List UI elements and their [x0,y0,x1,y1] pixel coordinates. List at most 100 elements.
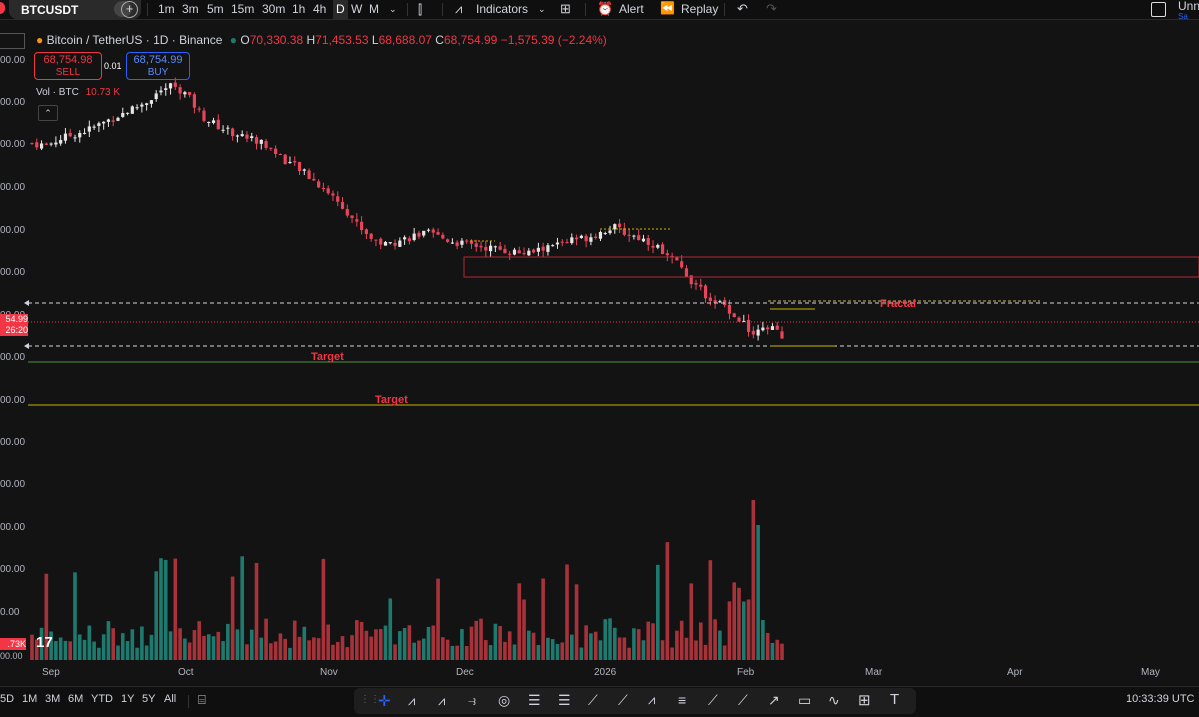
range-1y[interactable]: 1Y [121,693,135,705]
trendline-icon[interactable]: ⟋ [588,692,598,708]
indicators-chevron-icon[interactable]: ⌄ [538,4,546,14]
range-3m[interactable]: 3M [45,693,61,705]
volume-bar [378,628,383,660]
save-label[interactable]: Sa [1178,12,1188,21]
volume-bar [574,584,579,660]
layout-checkbox-icon[interactable] [1151,2,1166,17]
interval-3m[interactable]: 3m [182,2,199,16]
elliott-wave-icon[interactable]: ⩘ [438,693,446,708]
abcd-pattern-icon[interactable]: ⩘ [408,693,416,708]
alert-button[interactable]: Alert [619,2,644,16]
rectangle-icon[interactable]: ▭ [798,692,812,708]
sell-button[interactable]: 68,754.98 SELL [34,52,102,80]
text-tool-icon[interactable]: T [890,691,900,708]
range-5y[interactable]: 5Y [142,693,156,705]
undo-icon[interactable]: ↶ [737,1,748,16]
volume-value: 10.73 K [85,87,121,98]
range-all[interactable]: All [164,693,177,705]
volume-bar [359,621,364,660]
indicators-icon[interactable]: ⩘ [455,1,463,16]
volume-bar [555,643,560,660]
date-range-icon[interactable]: ⌸ [198,692,206,707]
volume-bar [751,500,756,660]
candle-body [656,245,660,248]
polyline-icon[interactable]: ⟋ [738,692,748,708]
extended-line-icon[interactable]: ⟋ [708,692,718,708]
circle-target-icon[interactable]: ◎ [498,692,511,708]
volume-bar [101,634,106,660]
drag-handle-icon[interactable]: ⋮⋮ [360,694,380,705]
candle-body [125,112,130,114]
volume-bar [713,619,717,660]
alarm-clock-icon[interactable]: ⏰ [597,1,614,16]
clock-time[interactable]: 10:33:39 UTC [1126,693,1195,705]
price-chart[interactable]: Fractal Target Target [0,20,1199,686]
interval-30m[interactable]: 30m [262,2,286,16]
add-symbol-icon[interactable]: + [121,1,138,18]
volume-bar [149,634,154,660]
fib-retracement-icon[interactable]: ☰ [558,692,571,708]
candle-body [727,304,732,314]
high-value: 71,453.53 [315,33,369,47]
path-icon[interactable]: ⥽ [468,692,476,708]
interval-4h[interactable]: 4h [313,2,327,16]
fib-channel-icon[interactable]: ☰ [528,692,541,708]
replay-button[interactable]: Replay [681,2,719,16]
volume-bar [455,645,459,660]
volume-bar [431,625,436,660]
candle-body [737,317,741,322]
layout-name[interactable]: Unn [1178,0,1199,13]
collapse-legend-icon[interactable]: ⌃ [38,105,58,121]
volume-bar [197,621,201,660]
wave-pattern-icon[interactable]: ⩘ [648,692,656,707]
symbol-search[interactable]: BTCUSDT [9,0,141,19]
candle-body [235,135,240,137]
buy-label: BUY [147,67,169,78]
brush-icon[interactable]: ∿ [828,692,840,708]
candle-body [35,142,39,148]
redo-icon[interactable]: ↷ [766,1,777,16]
candle-body [498,246,502,250]
candle-body [211,120,216,124]
volume-bar [159,558,163,660]
volume-bar [698,622,703,660]
parallel-channel-icon[interactable]: ≡ [678,692,687,708]
candle-body [121,113,125,117]
candle-type-icon[interactable]: ⫿ [418,2,423,17]
volume-bar [350,635,354,660]
ray-icon[interactable]: ⟋ [618,692,628,708]
replay-icon[interactable]: ⏪ [660,1,675,15]
interval-15m[interactable]: 15m [231,2,255,16]
candle-body [188,92,192,95]
volume-bar [168,631,173,660]
left-arrow-marker-1 [24,300,29,306]
interval-m[interactable]: M [369,2,379,16]
candle-body [39,143,44,149]
range-5d[interactable]: 5D [0,693,15,705]
grid-icon[interactable]: ⊞ [858,692,871,709]
volume-bar [603,619,608,660]
interval-5m[interactable]: 5m [207,2,224,16]
interval-1h[interactable]: 1h [292,2,306,16]
range-1m[interactable]: 1M [22,693,38,705]
volume-bar [493,623,498,660]
layout-grid-icon[interactable]: ⊞ [560,1,571,16]
candle-body [355,219,359,222]
interval-w[interactable]: W [351,2,363,16]
volume-bar [646,621,651,660]
candle-body [503,248,507,254]
range-ytd[interactable]: YTD [91,693,113,705]
volume-bar [302,626,307,660]
volume-tag: .73K [0,638,26,650]
arrow-icon[interactable]: ↗ [768,692,780,708]
price-scale-box[interactable] [0,33,25,49]
crosshair-icon[interactable]: ✛ [378,693,391,710]
interval-d[interactable]: D [333,0,348,19]
volume-bar [106,621,111,660]
chevron-down-icon[interactable]: ⌄ [389,4,397,14]
buy-button[interactable]: 68,754.99 BUY [126,52,190,80]
range-6m[interactable]: 6M [68,693,84,705]
interval-1m[interactable]: 1m [158,2,175,16]
candle-body [293,161,297,163]
indicators-button[interactable]: Indicators [476,2,529,16]
